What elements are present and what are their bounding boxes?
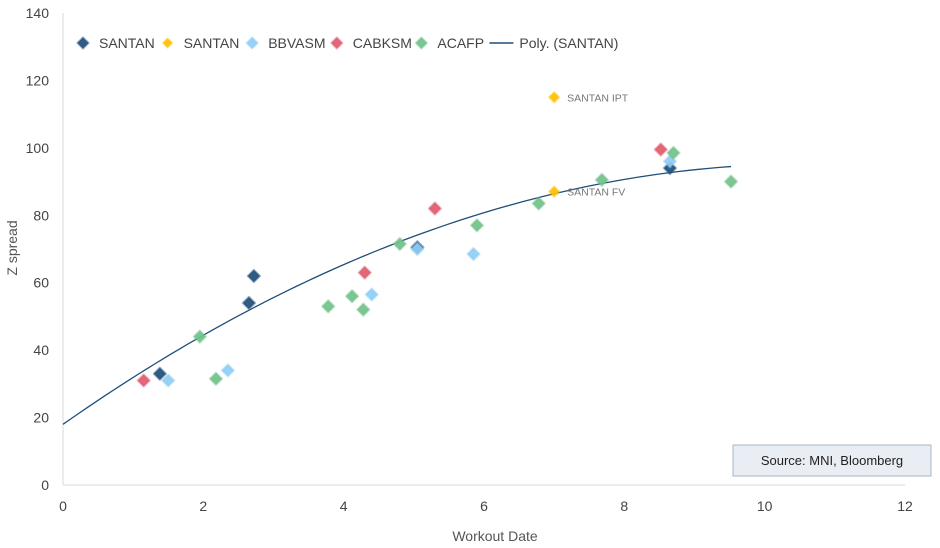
x-tick-label: 12: [897, 498, 913, 514]
data-point-acafp: [208, 371, 224, 386]
legend-item-santan: SANTAN: [162, 35, 240, 51]
source-note: Source: MNI, Bloomberg: [732, 444, 932, 477]
data-point-santan: [548, 185, 561, 198]
legend-marker: [414, 36, 428, 50]
data-point-santan: [241, 295, 257, 311]
trendline-poly-santan: [62, 165, 732, 425]
data-point-acafp: [531, 196, 546, 211]
point-annotation: SANTAN FV: [567, 187, 625, 199]
legend-marker: [245, 36, 259, 50]
x-tick-label: 4: [340, 498, 348, 514]
x-tick-label: 0: [59, 498, 67, 514]
data-point-cabksm: [136, 373, 151, 388]
data-point-acafp: [594, 172, 609, 187]
data-point-cabksm: [653, 142, 668, 157]
data-point-acafp: [392, 236, 407, 252]
data-point-cabksm: [427, 201, 442, 216]
data-point-acafp: [666, 145, 681, 161]
series-bbvasm-2: [161, 154, 678, 388]
data-point-bbvasm: [466, 246, 481, 262]
legend-marker: [162, 37, 174, 49]
x-tick-labels: 0 2 4 6 8 10 12: [59, 498, 913, 514]
legend-item-santan: SANTAN: [76, 35, 155, 51]
data-point-santan: [548, 91, 561, 104]
legend-marker: [330, 36, 344, 50]
series-cabksm-3: [136, 142, 668, 388]
data-points: [136, 91, 739, 388]
series-acafp-4: [192, 145, 739, 386]
legend-label: CABKSM: [353, 35, 412, 51]
y-tick-labels: 0 20 40 60 80 100 120 140: [26, 5, 50, 493]
legend: SANTAN SANTAN BBVASM CABKSM ACAFP Poly. (SANT…: [76, 35, 618, 51]
point-annotation: SANTAN IPT: [567, 92, 629, 104]
y-tick-label: 0: [41, 477, 49, 493]
data-point-acafp: [469, 218, 485, 233]
source-note-box: [732, 444, 932, 477]
y-axis-label: Z spread: [4, 220, 20, 275]
data-point-bbvasm: [410, 241, 425, 257]
data-point-acafp: [192, 329, 207, 344]
legend-item-cabksm: CABKSM: [330, 35, 412, 51]
legend-label: ACAFP: [437, 35, 484, 51]
data-point-bbvasm: [161, 373, 176, 388]
data-point-acafp: [321, 299, 336, 314]
legend-item-trendline: Poly. (SANTAN): [489, 35, 618, 51]
legend-label: BBVASM: [268, 35, 325, 51]
data-point-acafp: [356, 302, 371, 317]
source-note-text: Source: MNI, Bloomberg: [761, 453, 903, 468]
data-point-bbvasm: [364, 287, 379, 302]
data-point-santan: [246, 268, 261, 284]
legend-label: SANTAN: [184, 35, 240, 51]
y-tick-label: 60: [33, 275, 49, 291]
legend-marker: [76, 36, 90, 50]
x-tick-label: 2: [199, 498, 207, 514]
x-tick-label: 8: [620, 498, 628, 514]
data-point-cabksm: [357, 265, 372, 280]
data-point-acafp: [723, 174, 739, 189]
y-tick-label: 140: [26, 5, 50, 21]
x-axis-label: Workout Date: [452, 528, 538, 544]
legend-label: Poly. (SANTAN): [519, 35, 618, 51]
data-point-bbvasm: [220, 363, 235, 378]
y-tick-label: 40: [33, 342, 49, 358]
legend-item-acafp: ACAFP: [414, 35, 484, 51]
axes: [62, 13, 905, 486]
data-point-bbvasm: [662, 154, 678, 169]
legend-item-bbvasm: BBVASM: [245, 35, 326, 51]
annotations: SANTAN IPT SANTAN FV: [567, 92, 629, 198]
x-tick-label: 6: [480, 498, 488, 514]
data-point-acafp: [344, 289, 360, 304]
y-tick-label: 100: [26, 140, 50, 156]
y-tick-label: 80: [33, 207, 49, 223]
y-tick-label: 120: [26, 72, 50, 88]
series-santan-1: [548, 91, 561, 198]
data-point-santan: [152, 366, 167, 381]
legend-label: SANTAN: [99, 35, 155, 51]
x-tick-label: 10: [757, 498, 773, 514]
data-point-santan: [662, 160, 678, 176]
y-tick-label: 20: [33, 410, 49, 426]
